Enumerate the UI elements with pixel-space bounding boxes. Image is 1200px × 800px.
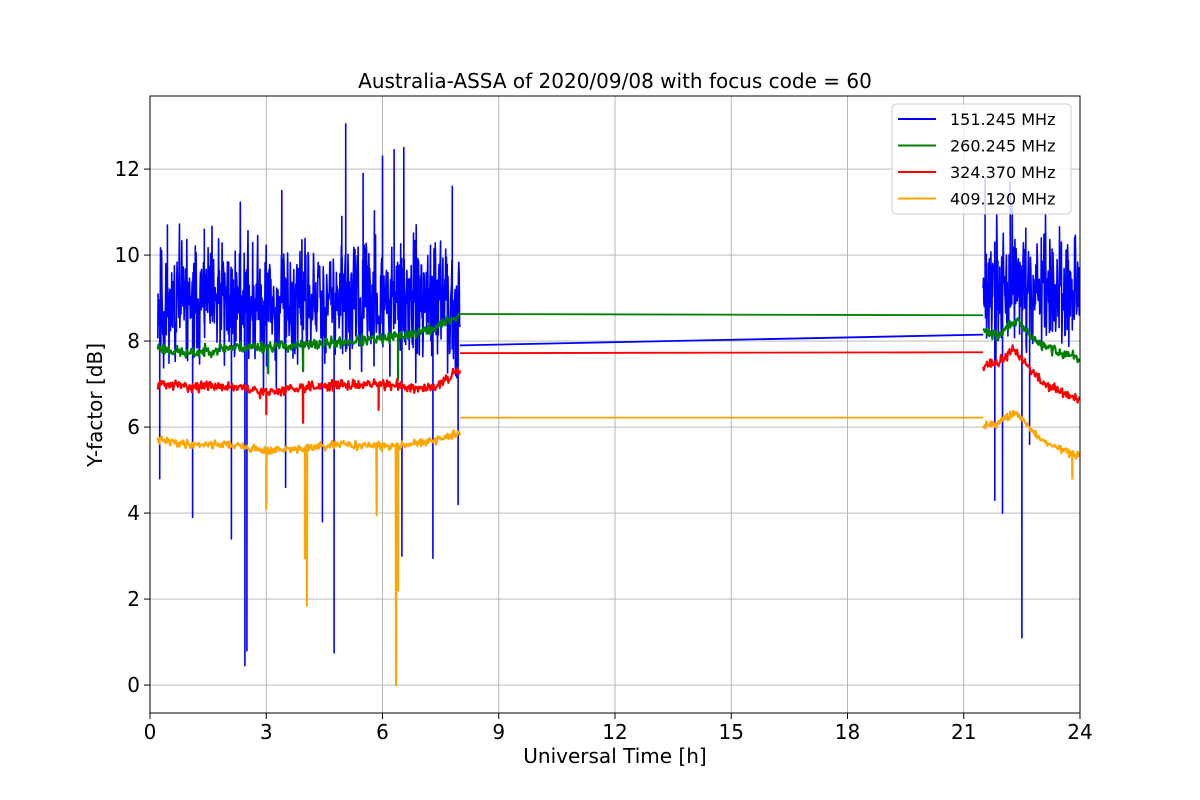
x-tick-label: 15 xyxy=(719,720,744,744)
y-tick-label: 10 xyxy=(115,243,140,267)
y-axis: 0 2 4 6 8 10 12 xyxy=(115,157,150,697)
x-tick-label: 6 xyxy=(376,720,389,744)
series-bridge-line xyxy=(459,313,984,317)
series-line xyxy=(156,312,461,381)
series-line xyxy=(156,429,462,687)
series-line xyxy=(982,409,1080,480)
x-tick-label: 18 xyxy=(835,720,860,744)
x-tick-label: 12 xyxy=(602,720,627,744)
series-line xyxy=(982,176,1080,639)
y-tick-label: 2 xyxy=(127,587,140,611)
series-260-245-mhz xyxy=(156,312,1080,381)
x-tick-label: 3 xyxy=(260,720,273,744)
legend-label: 151.245 MHz xyxy=(950,110,1055,129)
series-bridge-line xyxy=(459,351,984,355)
legend-frame xyxy=(891,103,1072,215)
series-line xyxy=(982,317,1080,364)
legend: 151.245 MHz 260.245 MHz 324.370 MHz 409.120… xyxy=(891,103,1072,215)
series-line xyxy=(982,344,1080,404)
legend-label: 260.245 MHz xyxy=(950,137,1055,156)
x-axis-label: Universal Time [h] xyxy=(523,744,706,768)
series-151-245-mhz xyxy=(157,123,1080,667)
x-axis: 0 3 6 9 12 15 18 21 24 xyxy=(144,713,1093,744)
series-line xyxy=(156,367,462,424)
y-tick-label: 4 xyxy=(127,501,140,525)
y-tick-label: 8 xyxy=(127,329,140,353)
y-tick-label: 0 xyxy=(127,673,140,697)
y-tick-label: 6 xyxy=(127,415,140,439)
x-tick-label: 24 xyxy=(1067,720,1092,744)
series-line xyxy=(157,123,461,667)
x-tick-label: 9 xyxy=(492,720,505,744)
series-bridge-line xyxy=(459,333,984,347)
series-layer xyxy=(156,123,1080,687)
x-tick-label: 0 xyxy=(144,720,157,744)
y-tick-label: 12 xyxy=(115,157,140,181)
x-tick-label: 21 xyxy=(951,720,976,744)
legend-label: 324.370 MHz xyxy=(950,163,1055,182)
chart-title: Australia-ASSA of 2020/09/08 with focus … xyxy=(358,69,872,93)
series-324-370-mhz xyxy=(156,344,1080,424)
series-409-120-mhz xyxy=(156,409,1080,687)
legend-label: 409.120 MHz xyxy=(950,190,1055,209)
y-axis-label: Y-factor [dB] xyxy=(83,343,107,468)
